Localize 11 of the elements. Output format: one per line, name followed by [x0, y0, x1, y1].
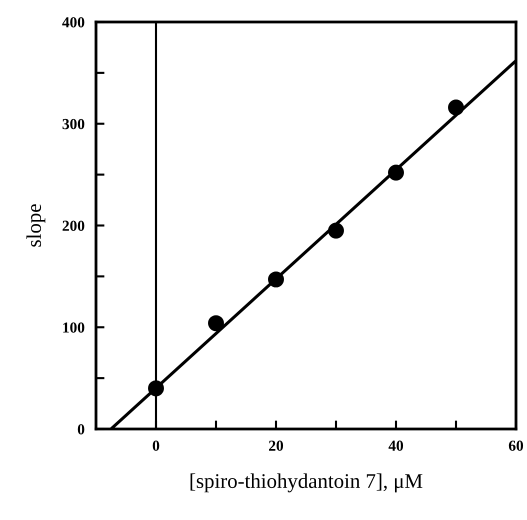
y-axis-title: slope — [26, 204, 46, 247]
y-tick-label: 200 — [62, 220, 84, 231]
x-tick-label: 60 — [508, 440, 524, 451]
y-tick-label: 100 — [63, 322, 84, 333]
x-tick-label: 0 — [152, 440, 160, 451]
y-tick-label: 0 — [78, 424, 84, 434]
x-tick-label: 40 — [388, 440, 404, 451]
y-tick-label: 300 — [62, 118, 84, 130]
x-axis-title: [spiro-thiohydantoin 7], μM — [190, 473, 422, 492]
x-tick-label: 20 — [269, 440, 284, 451]
y-tick-label: 400 — [62, 17, 84, 28]
